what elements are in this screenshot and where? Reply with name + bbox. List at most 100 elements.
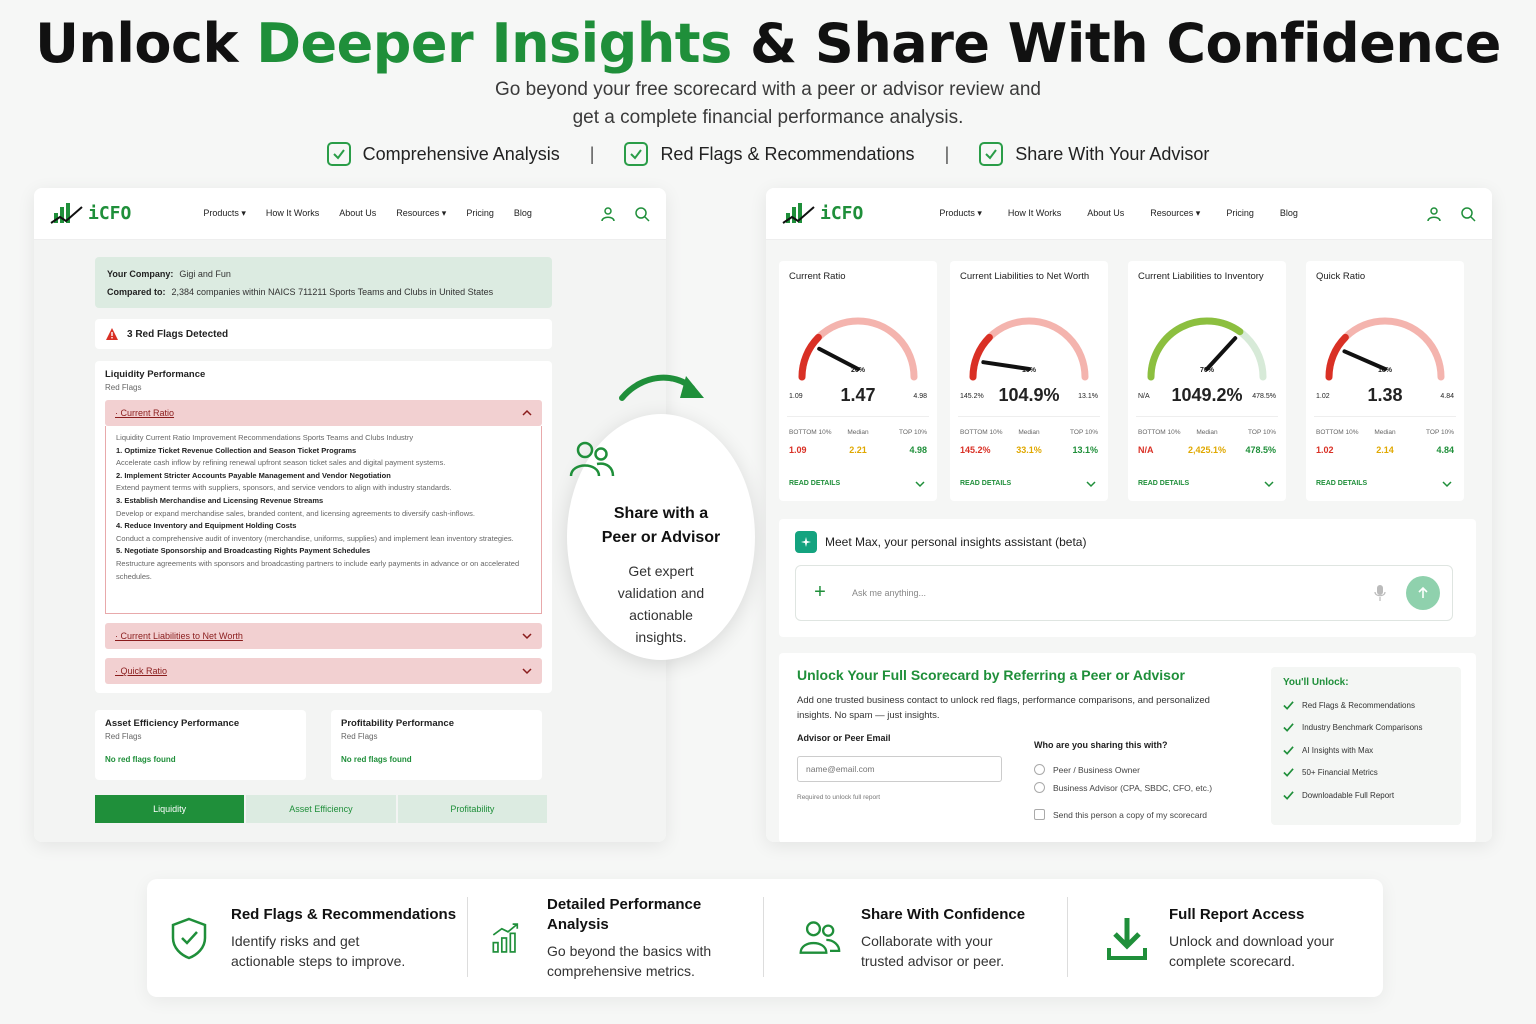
chevron-down-icon[interactable] xyxy=(1086,479,1096,489)
option-peer[interactable]: Peer / Business Owner xyxy=(1034,764,1140,775)
top-value: 4.84 xyxy=(1436,445,1454,455)
search-icon[interactable] xyxy=(634,206,650,222)
accordion-liabilities-net-worth[interactable]: · Current Liabilities to Net Worth xyxy=(105,623,542,649)
users-icon xyxy=(799,921,841,954)
sparkle-icon xyxy=(795,531,817,553)
profitability-card: Profitability Performance Red Flags No r… xyxy=(331,710,542,780)
share-bubble: Share with a Peer or Advisor Get expert va… xyxy=(567,414,755,660)
benefit-full-report: Full Report Access Unlock and download yo… xyxy=(1105,879,1375,997)
benefit-red-flags: Red Flags & Recommendations Identify risk… xyxy=(167,879,467,997)
search-icon[interactable] xyxy=(1460,206,1476,222)
check-icon xyxy=(624,142,649,166)
chevron-down-icon[interactable] xyxy=(1264,479,1274,489)
tab-profitability[interactable]: Profitability xyxy=(397,795,547,823)
nav-products[interactable]: Products ▾ xyxy=(939,208,982,218)
metric-title: Current Liabilities to Net Worth xyxy=(960,271,1090,282)
metric-low: 145.2% xyxy=(960,393,984,400)
nav-how-it-works[interactable]: How It Works xyxy=(265,208,320,218)
metric-low: N/A xyxy=(1138,393,1150,400)
plus-icon[interactable]: + xyxy=(814,581,826,603)
navbar: iCFO Products ▾ How It Works About Us Re… xyxy=(766,188,1492,240)
accordion-quick-ratio[interactable]: · Quick Ratio xyxy=(105,658,542,684)
check-icon xyxy=(1283,791,1294,800)
tab-asset-efficiency[interactable]: Asset Efficiency xyxy=(246,795,396,823)
bubble-text: Get expert validation and actionable insigh… xyxy=(617,563,705,645)
accordion-current-ratio[interactable]: · Current Ratio xyxy=(105,400,542,426)
top-label: TOP 10% xyxy=(1426,429,1454,436)
chevron-down-icon[interactable] xyxy=(915,479,925,489)
gauge-fill xyxy=(969,333,993,381)
option-send-copy[interactable]: Send this person a copy of my scorecard xyxy=(1034,809,1207,820)
check-icon xyxy=(1283,746,1294,755)
gauge-chart xyxy=(1147,317,1267,381)
nav-links: Products ▾ How It Works About Us Resourc… xyxy=(203,208,532,219)
nav-blog[interactable]: Blog xyxy=(513,208,532,218)
nav-how-it-works[interactable]: How It Works xyxy=(1007,208,1062,218)
icfo-logo[interactable]: iCFO xyxy=(50,201,131,227)
top-value: 13.1% xyxy=(1072,445,1098,455)
user-icon[interactable] xyxy=(1426,206,1442,222)
nav-products[interactable]: Products ▾ xyxy=(203,208,246,218)
metric-high: 4.98 xyxy=(913,393,927,400)
nav-about-us[interactable]: About Us xyxy=(339,208,377,218)
recommendation-line: Restructure agreements with sponsors and… xyxy=(116,558,520,581)
gauge-chart xyxy=(1325,317,1445,381)
nav-pricing[interactable]: Pricing xyxy=(1226,208,1254,218)
nav-resources[interactable]: Resources ▾ xyxy=(1150,208,1201,218)
divider xyxy=(763,897,764,977)
median-value: 2.14 xyxy=(1376,445,1394,455)
send-button[interactable] xyxy=(1406,576,1440,610)
divider xyxy=(1314,416,1456,417)
microphone-icon[interactable] xyxy=(1374,584,1386,602)
user-icon[interactable] xyxy=(600,206,616,222)
bottom-value: 1.02 xyxy=(1316,445,1334,455)
tab-liquidity[interactable]: Liquidity xyxy=(95,795,245,823)
option-advisor[interactable]: Business Advisor (CPA, SBDC, CFO, etc.) xyxy=(1034,782,1212,793)
nav-about-us[interactable]: About Us xyxy=(1087,208,1125,218)
gauge-chart xyxy=(969,317,1089,381)
read-details-link[interactable]: READ DETAILS xyxy=(789,480,841,487)
nav-resources[interactable]: Resources ▾ xyxy=(396,208,447,218)
check-icon xyxy=(1283,701,1294,710)
ask-max-input[interactable]: + Ask me anything... xyxy=(795,565,1453,621)
chevron-down-icon[interactable] xyxy=(1442,479,1452,489)
read-details-link[interactable]: READ DETAILS xyxy=(960,480,1012,487)
icfo-logo[interactable]: iCFO xyxy=(782,201,863,227)
feature-comprehensive: Comprehensive Analysis xyxy=(326,142,560,166)
median-label: Median xyxy=(847,429,869,436)
divider xyxy=(1136,416,1278,417)
read-details-link[interactable]: READ DETAILS xyxy=(1316,480,1368,487)
nav-pricing[interactable]: Pricing xyxy=(466,208,494,218)
check-icon xyxy=(979,142,1004,166)
advisor-email-input[interactable] xyxy=(797,756,1002,782)
top-value: 4.98 xyxy=(909,445,927,455)
checkbox[interactable] xyxy=(1034,809,1045,820)
metric-value: 1.38 xyxy=(1367,385,1403,405)
unlock-benefits: You'll Unlock: Red Flags & Recommendatio… xyxy=(1271,667,1461,825)
navbar: iCFO Products ▾ How It Works About Us Re… xyxy=(34,188,666,240)
chevron-down-icon xyxy=(522,668,532,675)
benefit-list-item: AI Insights with Max xyxy=(1283,739,1449,762)
referral-card: Unlock Your Full Scorecard by Referring … xyxy=(779,653,1476,842)
gauge-chart xyxy=(798,317,918,381)
gauge-fill xyxy=(798,333,822,381)
radio-button[interactable] xyxy=(1034,764,1045,775)
divider xyxy=(467,897,468,977)
hero-subtitle: Go beyond your free scorecard with a pee… xyxy=(495,79,1041,128)
bottom-label: BOTTOM 10% xyxy=(1138,429,1181,436)
recommendation-line: 5. Negotiate Sponsorship and Broadcastin… xyxy=(116,546,371,556)
recommendation-line: Extend payment terms with suppliers, spo… xyxy=(116,483,452,493)
gauge-fill xyxy=(1325,333,1349,381)
recommendation-line: Develop or expand merchandise sales, bra… xyxy=(116,508,475,518)
bottom-label: BOTTOM 10% xyxy=(789,429,832,436)
recommendation-line: 1. Optimize Ticket Revenue Collection an… xyxy=(116,445,357,455)
benefit-list-item: Red Flags & Recommendations xyxy=(1283,694,1449,717)
radio-button[interactable] xyxy=(1034,782,1045,793)
bottom-label: BOTTOM 10% xyxy=(960,429,1003,436)
check-icon xyxy=(326,142,351,166)
median-label: Median xyxy=(1374,429,1396,436)
read-details-link[interactable]: READ DETAILS xyxy=(1138,480,1190,487)
nav-blog[interactable]: Blog xyxy=(1279,208,1298,218)
top-label: TOP 10% xyxy=(1248,429,1276,436)
